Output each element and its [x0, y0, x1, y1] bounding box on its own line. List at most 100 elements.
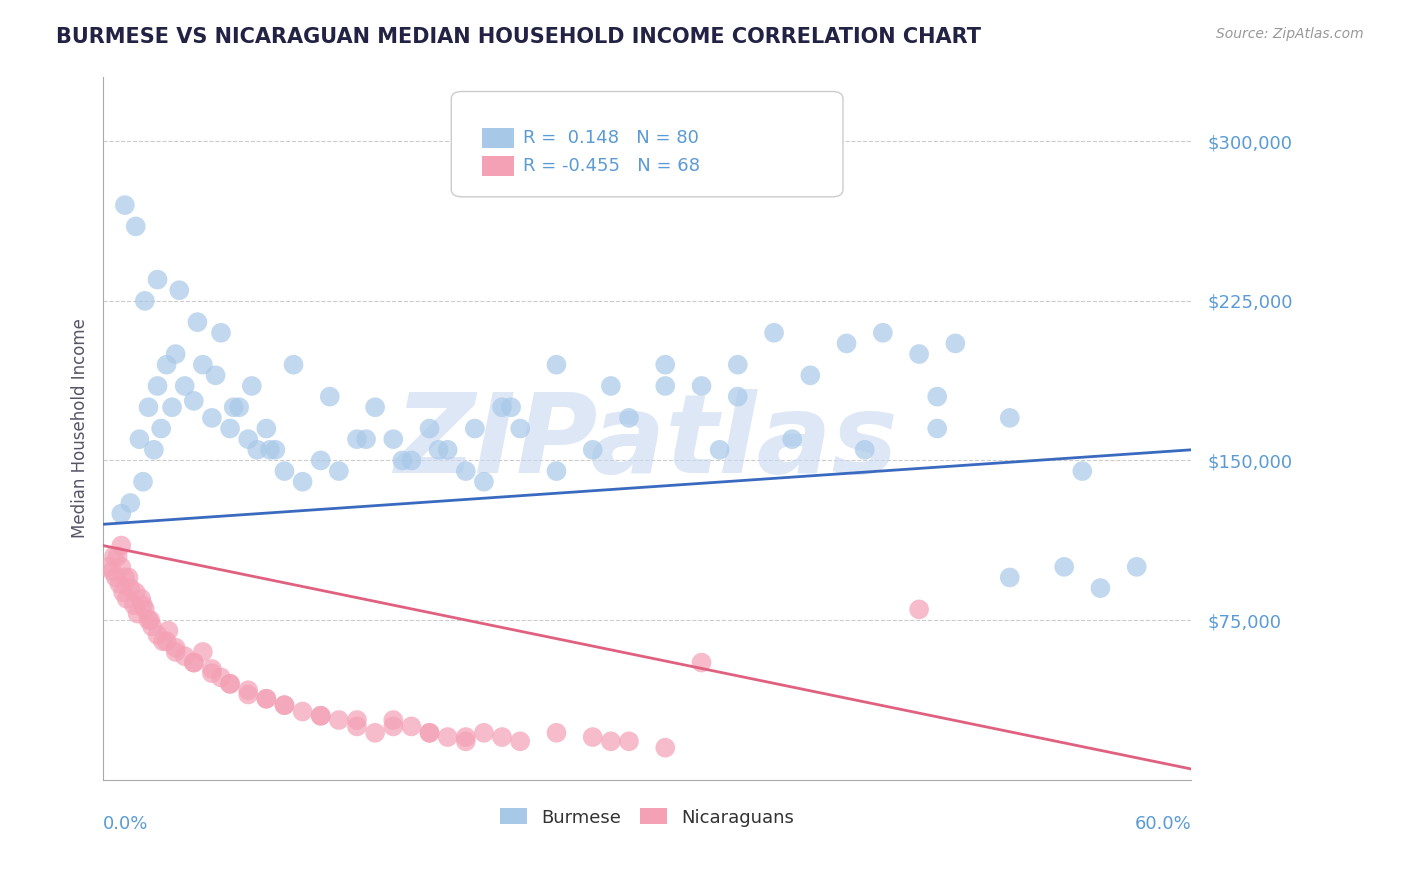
Point: [309, 453, 332, 467]
Point: [546, 726, 568, 740]
Text: R = -0.455   N = 68: R = -0.455 N = 68: [523, 157, 700, 175]
FancyBboxPatch shape: [482, 128, 515, 148]
Point: [169, 283, 191, 297]
Point: [464, 421, 486, 435]
Point: [134, 293, 156, 308]
Point: [690, 379, 713, 393]
Point: [1125, 559, 1147, 574]
Point: [853, 442, 876, 457]
Point: [125, 585, 148, 599]
Point: [401, 719, 423, 733]
Point: [617, 734, 640, 748]
Point: [1053, 559, 1076, 574]
Y-axis label: Median Household Income: Median Household Income: [72, 318, 89, 539]
Point: [835, 336, 858, 351]
Point: [283, 358, 305, 372]
Point: [427, 442, 450, 457]
Point: [454, 734, 477, 748]
Point: [654, 740, 676, 755]
Point: [617, 410, 640, 425]
Point: [454, 464, 477, 478]
Point: [927, 390, 949, 404]
Point: [599, 379, 621, 393]
Point: [346, 432, 368, 446]
Point: [690, 656, 713, 670]
Point: [472, 475, 495, 489]
Point: [509, 421, 531, 435]
Point: [103, 549, 125, 564]
Point: [132, 598, 155, 612]
Point: [114, 198, 136, 212]
Point: [382, 432, 405, 446]
Point: [709, 442, 731, 457]
Point: [454, 730, 477, 744]
Point: [1071, 464, 1094, 478]
Point: [273, 698, 295, 713]
Point: [799, 368, 821, 383]
Point: [582, 442, 605, 457]
Point: [273, 698, 295, 713]
Point: [309, 708, 332, 723]
Point: [155, 358, 177, 372]
Point: [727, 358, 749, 372]
Point: [436, 442, 458, 457]
Point: [146, 379, 169, 393]
Point: [382, 713, 405, 727]
Point: [908, 602, 931, 616]
Point: [146, 272, 169, 286]
Point: [872, 326, 894, 340]
Point: [157, 624, 180, 638]
Text: BURMESE VS NICARAGUAN MEDIAN HOUSEHOLD INCOME CORRELATION CHART: BURMESE VS NICARAGUAN MEDIAN HOUSEHOLD I…: [56, 27, 981, 46]
Point: [219, 677, 242, 691]
Point: [328, 713, 350, 727]
Point: [228, 401, 250, 415]
Point: [319, 390, 342, 404]
Point: [132, 475, 155, 489]
Point: [152, 634, 174, 648]
Point: [183, 656, 205, 670]
Point: [138, 401, 160, 415]
Point: [191, 645, 214, 659]
Point: [382, 719, 405, 733]
Point: [191, 358, 214, 372]
Point: [129, 591, 152, 606]
Point: [436, 730, 458, 744]
Point: [108, 577, 131, 591]
Point: [209, 671, 232, 685]
Point: [998, 570, 1021, 584]
Point: [201, 410, 224, 425]
Point: [127, 607, 149, 621]
Point: [104, 570, 127, 584]
Point: [291, 705, 314, 719]
Point: [122, 598, 145, 612]
Point: [110, 539, 132, 553]
Point: [150, 421, 173, 435]
Point: [155, 634, 177, 648]
Point: [115, 591, 138, 606]
Point: [472, 726, 495, 740]
Point: [364, 401, 387, 415]
Point: [240, 379, 263, 393]
Point: [219, 677, 242, 691]
Point: [364, 726, 387, 740]
Point: [501, 401, 523, 415]
Point: [201, 662, 224, 676]
Point: [945, 336, 967, 351]
Point: [654, 358, 676, 372]
Point: [165, 645, 187, 659]
Point: [110, 559, 132, 574]
Point: [246, 442, 269, 457]
Point: [309, 708, 332, 723]
Point: [927, 421, 949, 435]
Point: [599, 734, 621, 748]
Legend: Burmese, Nicaraguans: Burmese, Nicaraguans: [494, 801, 801, 834]
Point: [346, 719, 368, 733]
Point: [160, 401, 183, 415]
Point: [1090, 581, 1112, 595]
Point: [546, 358, 568, 372]
Point: [146, 628, 169, 642]
Point: [254, 691, 277, 706]
Point: [654, 379, 676, 393]
Point: [491, 730, 513, 744]
Point: [254, 691, 277, 706]
